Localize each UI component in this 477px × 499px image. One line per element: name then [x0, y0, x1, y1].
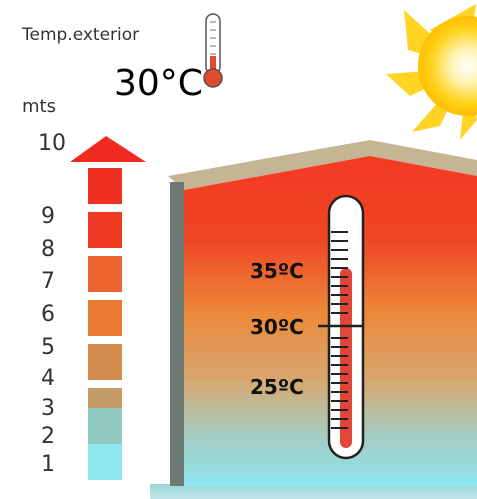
- height-tick-10: 10: [38, 131, 66, 156]
- thermometer-label-35: 35ºC: [250, 259, 304, 283]
- height-tick-3: 3: [41, 396, 55, 421]
- exterior-temp-label: Temp.exterior: [21, 25, 139, 45]
- height-bar-9: [88, 168, 122, 204]
- height-tick-4: 4: [41, 366, 55, 391]
- height-bar-3: [88, 408, 122, 444]
- height-tick-6: 6: [41, 302, 55, 327]
- height-bar-8: [88, 212, 122, 248]
- height-unit-label: mts: [22, 96, 56, 117]
- height-color-bars: [88, 168, 122, 480]
- thermometer-icon: [203, 13, 223, 88]
- floor: [150, 484, 477, 499]
- height-tick-1: 1: [41, 452, 55, 477]
- height-tick-8: 8: [41, 237, 55, 262]
- height-tick-2: 2: [41, 424, 55, 449]
- large-thermometer: [318, 194, 365, 460]
- height-tick-labels: 1 2 3 4 5 6 7 8 9 10: [38, 131, 66, 477]
- arrow-up-icon: [70, 136, 146, 162]
- building-wall: [170, 182, 184, 486]
- height-bar-6: [88, 300, 122, 336]
- sun-icon: [386, 4, 477, 140]
- thermometer-label-25: 25ºC: [250, 375, 304, 399]
- thermometer-ticks: [318, 231, 364, 429]
- height-tick-5: 5: [41, 335, 55, 360]
- height-bar-4: [88, 388, 122, 408]
- height-tick-9: 9: [41, 204, 55, 229]
- building: [150, 140, 477, 499]
- roof: [168, 140, 477, 190]
- height-tick-7: 7: [41, 269, 55, 294]
- height-bar-7: [88, 256, 122, 292]
- outside-temperature-value: 30°C: [114, 63, 203, 104]
- thermometer-label-30: 30ºC: [250, 315, 304, 339]
- height-bar-5: [88, 344, 122, 380]
- height-bar-2: [88, 444, 122, 480]
